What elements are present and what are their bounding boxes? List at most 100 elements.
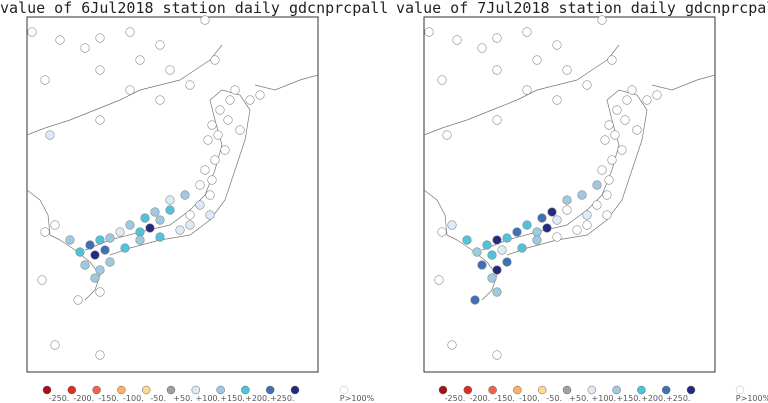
station-dot <box>27 27 37 37</box>
station-dot <box>602 190 612 200</box>
station-dot <box>205 210 215 220</box>
station-dot <box>150 207 160 217</box>
legend-label: +100. <box>592 394 617 403</box>
station-dot <box>562 195 572 205</box>
station-dot <box>502 233 512 243</box>
station-dot <box>185 220 195 230</box>
legend-label: +250. <box>270 394 295 403</box>
legend-swatch <box>513 385 522 395</box>
station-dot <box>607 55 617 65</box>
station-dot <box>205 190 215 200</box>
station-dot <box>512 227 522 237</box>
station-dot <box>40 75 50 85</box>
station-dot <box>140 213 150 223</box>
station-dot <box>600 135 610 145</box>
station-dot <box>207 175 217 185</box>
station-dot <box>492 33 502 43</box>
panel-title: value of 6Jul2018 station daily gdcnprcp… <box>0 0 388 17</box>
station-dot <box>627 85 637 95</box>
coastline <box>26 44 319 301</box>
station-dot <box>155 95 165 105</box>
legend-swatch <box>166 385 176 395</box>
station-dot <box>532 55 542 65</box>
station-dot <box>230 85 240 95</box>
station-dot <box>610 130 620 140</box>
station-dot <box>552 95 562 105</box>
legend-label: +150. <box>220 394 245 403</box>
station-dot <box>577 190 587 200</box>
station-dot <box>135 55 145 65</box>
legend-swatch <box>735 385 745 395</box>
station-dot <box>597 15 607 25</box>
station-dot <box>125 220 135 230</box>
station-dot <box>215 105 225 115</box>
station-dot <box>497 245 507 255</box>
station-dot <box>442 130 452 140</box>
station-dot <box>95 350 105 360</box>
station-dot <box>582 210 592 220</box>
station-dot <box>492 65 502 75</box>
station-dot <box>652 90 662 100</box>
station-dot <box>125 85 135 95</box>
map-frame <box>423 16 716 373</box>
station-dot <box>115 227 125 237</box>
station-dot <box>145 223 155 233</box>
station-dot <box>572 225 582 235</box>
legend-label: P>100% <box>340 394 375 403</box>
station-dot <box>447 220 457 230</box>
legend-swatch <box>191 385 201 395</box>
station-dot <box>80 43 90 53</box>
legend-swatch <box>290 385 300 395</box>
legend-label: +200. <box>245 394 270 403</box>
legend-swatch <box>537 385 547 395</box>
station-dot <box>552 215 562 225</box>
station-dot <box>223 115 233 125</box>
station-dot <box>592 200 602 210</box>
station-dot <box>105 233 115 243</box>
station-dot <box>95 265 105 275</box>
station-dot <box>85 240 95 250</box>
station-dot <box>210 55 220 65</box>
legend-swatch <box>637 385 646 395</box>
legend-swatch <box>587 385 597 395</box>
station-dot <box>165 205 175 215</box>
legend-label: +250. <box>666 394 691 403</box>
legend-swatch <box>42 385 52 395</box>
station-dot <box>185 80 195 90</box>
station-dot <box>552 232 562 242</box>
station-dot <box>532 227 542 237</box>
legend-label: -50. <box>546 394 562 403</box>
legend-swatch <box>216 385 225 395</box>
station-dot <box>612 105 622 115</box>
station-dot <box>492 235 502 245</box>
station-dot <box>40 227 50 237</box>
legend-label: +50. <box>569 394 588 403</box>
legend-label: -200. <box>469 394 490 403</box>
legend-swatch <box>265 385 275 395</box>
legend-label: P>100% <box>736 394 768 403</box>
station-dot <box>622 95 632 105</box>
station-dot <box>452 35 462 45</box>
legend-label: +50. <box>173 394 192 403</box>
station-dot <box>522 220 532 230</box>
station-dot <box>210 155 220 165</box>
legend-swatch <box>67 385 77 395</box>
station-dot <box>80 260 90 270</box>
station-dot <box>135 227 145 237</box>
map-frame <box>26 16 319 373</box>
station-dot <box>620 115 630 125</box>
station-dot <box>437 75 447 85</box>
station-dot <box>73 295 83 305</box>
station-dot <box>195 180 205 190</box>
station-dot <box>477 43 487 53</box>
station-dot <box>532 235 542 245</box>
station-dot <box>225 95 235 105</box>
station-dot <box>482 240 492 250</box>
station-dot <box>487 273 497 283</box>
legend-label: -50. <box>150 394 166 403</box>
legend-swatch <box>438 385 448 395</box>
station-dot <box>203 135 213 145</box>
panel-right: value of 7Jul2018 station daily gdcnprcp… <box>396 0 768 373</box>
legend-swatch <box>117 385 126 395</box>
